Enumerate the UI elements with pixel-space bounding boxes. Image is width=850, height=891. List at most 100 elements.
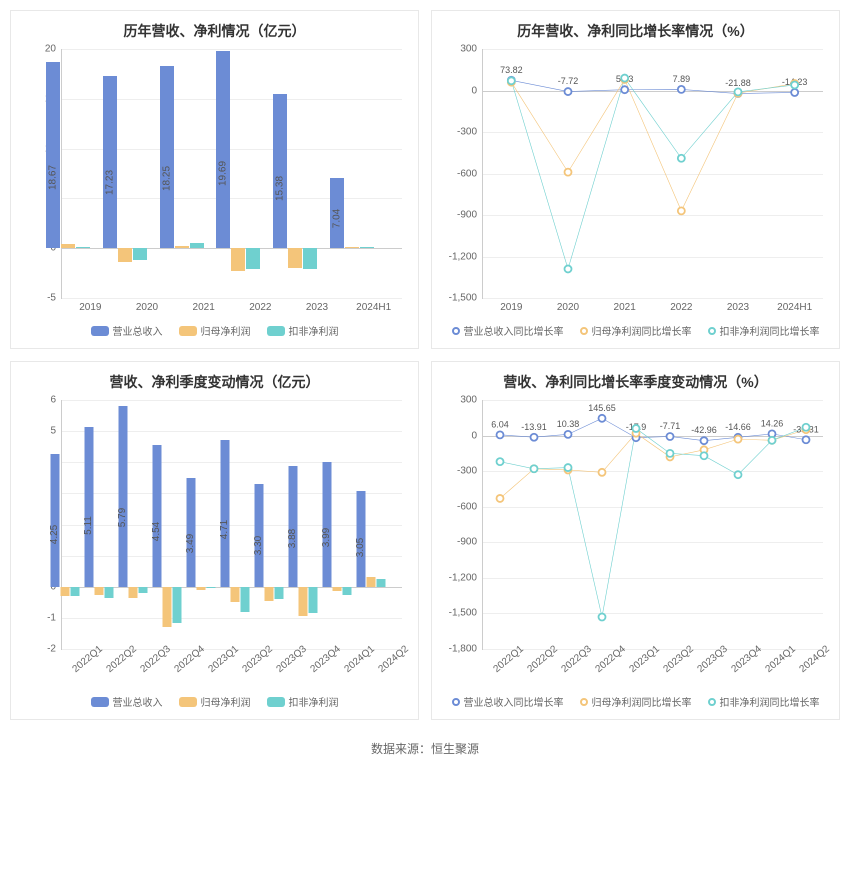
bar-value-label: 4.71: [219, 520, 230, 539]
ytick-label: -1,200: [449, 572, 483, 583]
bar: [220, 440, 229, 587]
ytick-label: 300: [460, 44, 483, 55]
xtick-label: 2022Q4: [167, 638, 206, 675]
chart-quarterly-growth: 营收、净利同比增长率季度变动情况（%） -1,800-1,500-1,200-9…: [431, 361, 840, 720]
xtick-label: 2023Q1: [201, 638, 240, 675]
ytick-label: -1: [47, 612, 62, 623]
bar: [366, 577, 375, 586]
legend-swatch-icon: [91, 326, 109, 336]
legend-item: 营业总收入同比增长率: [452, 323, 564, 338]
point-value-label: 7.89: [673, 74, 691, 84]
bar-value-label: 3.49: [185, 533, 196, 552]
legend: 营业总收入同比增长率 归母净利润同比增长率 扣非净利润同比增长率: [440, 321, 831, 340]
legend-item: 营业总收入: [91, 323, 163, 338]
legend-item: 扣非净利润同比增长率: [708, 323, 820, 338]
legend-label: 扣非净利润: [289, 323, 339, 338]
chart-annual-growth: 历年营收、净利同比增长率情况（%） -1,500-1,200-900-600-3…: [431, 10, 840, 349]
legend-marker-icon: [452, 698, 460, 706]
point-value-label: 10.38: [557, 419, 580, 429]
bar: [138, 587, 147, 593]
bar: [128, 587, 137, 598]
ytick-label: -1,500: [449, 293, 483, 304]
legend-item: 归母净利润同比增长率: [580, 323, 692, 338]
plot-area: -2-101234562022Q12022Q22022Q32022Q42023Q…: [61, 400, 402, 650]
xtick-label: 2022Q1: [65, 638, 104, 675]
point-value-label: -42.96: [691, 425, 717, 435]
ytick-label: -300: [457, 127, 483, 138]
xtick-label: 2024H1: [356, 298, 391, 313]
bar: [303, 248, 317, 269]
legend-swatch-icon: [267, 326, 285, 336]
bar-value-label: 5.11: [83, 516, 94, 535]
chart-annual-revenue: 历年营收、净利情况（亿元） -5051015202019202020212022…: [10, 10, 419, 349]
ytick-label: 5: [50, 426, 62, 437]
ytick-label: 0: [471, 430, 483, 441]
bar: [274, 587, 283, 600]
xtick-label: 2024H1: [777, 298, 812, 313]
chart-title: 历年营收、净利同比增长率情况（%）: [440, 21, 831, 41]
xtick-label: 2021: [193, 298, 215, 313]
legend-swatch-icon: [179, 326, 197, 336]
legend-label: 扣非净利润: [289, 694, 339, 709]
xtick-label: 2021: [614, 298, 636, 313]
bar-value-label: 17.23: [105, 170, 116, 195]
xtick-label: 2019: [500, 298, 522, 313]
legend-marker-icon: [452, 327, 460, 335]
bar: [152, 445, 161, 587]
bar: [118, 406, 127, 587]
bar: [264, 587, 273, 601]
xtick-label: 2023: [727, 298, 749, 313]
footer-source: 恒生聚源: [431, 742, 479, 756]
bar: [231, 248, 245, 271]
xtick-label: 2022Q2: [99, 638, 138, 675]
point-value-label: -7.71: [660, 421, 681, 431]
xtick-label: 2023Q2: [235, 638, 274, 675]
legend-item: 扣非净利润: [267, 694, 339, 709]
footer-prefix: 数据来源：: [371, 742, 431, 756]
point-value-label: 73.82: [500, 65, 523, 75]
dashboard: 历年营收、净利情况（亿元） -5051015202019202020212022…: [0, 0, 850, 730]
xtick-label: 2022: [670, 298, 692, 313]
xtick-label: 2023Q4: [303, 638, 342, 675]
bar: [322, 462, 331, 587]
ytick-label: 0: [471, 85, 483, 96]
legend-marker-icon: [580, 698, 588, 706]
legend-label: 营业总收入同比增长率: [464, 323, 564, 338]
bar: [288, 466, 297, 587]
bar: [196, 587, 205, 590]
legend-label: 营业总收入同比增长率: [464, 694, 564, 709]
legend-item: 营业总收入: [91, 694, 163, 709]
plot-area: -1,500-1,200-900-600-3000300201920202021…: [482, 49, 823, 299]
bar: [160, 66, 174, 249]
xtick-label: 2020: [557, 298, 579, 313]
plot-area: -505101520201920202021202220232024H118.6…: [61, 49, 402, 299]
point-value-label: 145.65: [588, 403, 616, 413]
plot-area: -1,800-1,500-1,200-900-600-30003002022Q1…: [482, 400, 823, 650]
legend-marker-icon: [580, 327, 588, 335]
legend-label: 扣非净利润同比增长率: [720, 694, 820, 709]
bar: [360, 247, 374, 248]
xtick-label: 2022Q3: [133, 638, 172, 675]
bar: [172, 587, 181, 623]
legend-label: 扣非净利润同比增长率: [720, 323, 820, 338]
ytick-label: -300: [457, 466, 483, 477]
bar: [118, 248, 132, 262]
legend-swatch-icon: [179, 697, 197, 707]
legend-marker-icon: [708, 327, 716, 335]
legend-label: 归母净利润同比增长率: [592, 694, 692, 709]
legend: 营业总收入归母净利润扣非净利润: [19, 321, 410, 340]
bar-value-label: 4.25: [49, 525, 60, 544]
ytick-label: 6: [50, 395, 62, 406]
bar: [230, 587, 239, 603]
bar: [46, 62, 60, 249]
xtick-label: 2022: [249, 298, 271, 313]
xtick-label: 2023: [306, 298, 328, 313]
ytick-label: 300: [460, 395, 483, 406]
legend-item: 扣非净利润同比增长率: [708, 694, 820, 709]
legend-item: 营业总收入同比增长率: [452, 694, 564, 709]
point-value-label: -13.91: [521, 422, 547, 432]
ytick-label: -2: [47, 644, 62, 655]
bar-value-label: 18.25: [161, 166, 172, 191]
bar-value-label: 7.04: [331, 208, 342, 227]
legend-swatch-icon: [91, 697, 109, 707]
